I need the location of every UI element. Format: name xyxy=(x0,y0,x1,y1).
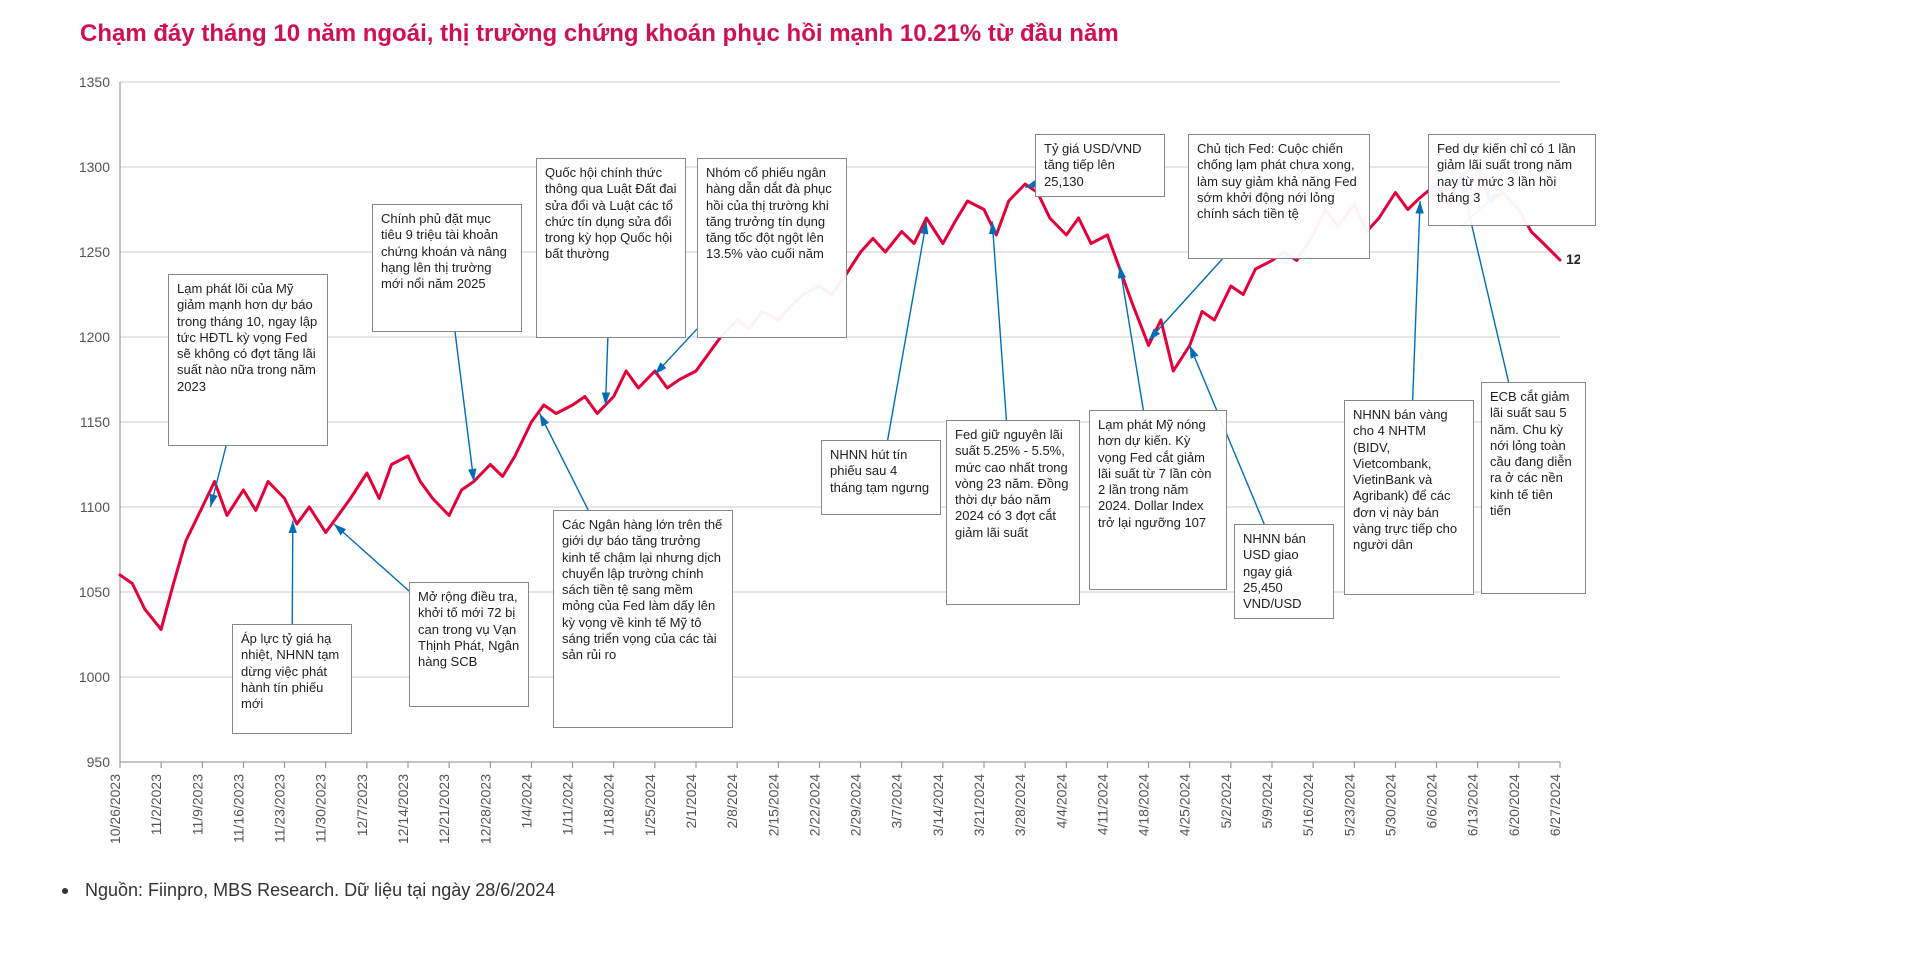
annotation-text: Quốc hội chính thức thông qua Luật Đất đ… xyxy=(545,165,677,261)
xtick-label: 11/2/2023 xyxy=(148,774,164,835)
annotation-box: Nhóm cổ phiếu ngân hàng dẫn dắt đà phục … xyxy=(697,158,847,338)
xtick-label: 11/23/2023 xyxy=(272,774,288,843)
xtick-label: 12/14/2023 xyxy=(395,774,411,844)
annotation-arrow xyxy=(605,338,607,405)
xtick-label: 1/18/2024 xyxy=(601,774,617,836)
xtick-label: 4/18/2024 xyxy=(1136,774,1152,836)
annotation-arrow xyxy=(334,524,409,591)
annotation-arrow xyxy=(211,446,227,507)
xtick-label: 2/1/2024 xyxy=(683,774,699,829)
annotation-text: Nhóm cổ phiếu ngân hàng dẫn dắt đà phục … xyxy=(706,165,832,261)
annotation-box: Các Ngân hàng lớn trên thế giới dự báo t… xyxy=(553,510,733,728)
xtick-label: 10/26/2023 xyxy=(107,774,123,844)
ytick-label: 1050 xyxy=(79,584,110,600)
chart-title: Chạm đáy tháng 10 năm ngoái, thị trường … xyxy=(80,20,1119,48)
xtick-label: 5/23/2024 xyxy=(1341,774,1357,836)
annotation-text: NHNN hút tín phiếu sau 4 tháng tạm ngưng xyxy=(830,447,929,495)
xtick-label: 5/9/2024 xyxy=(1259,774,1275,829)
xtick-label: 6/27/2024 xyxy=(1547,774,1563,836)
annotation-box: Chính phủ đặt mục tiêu 9 triệu tài khoản… xyxy=(372,204,522,332)
xtick-label: 2/29/2024 xyxy=(848,774,864,836)
annotation-arrow xyxy=(455,332,474,482)
annotation-text: Lạm phát Mỹ nóng hơn dự kiến. Kỳ vọng Fe… xyxy=(1098,417,1212,530)
annotation-box: NHNN bán USD giao ngay giá 25,450 VND/US… xyxy=(1234,524,1334,619)
annotation-box: Chủ tịch Fed: Cuộc chiến chống lạm phát … xyxy=(1188,134,1370,259)
ytick-label: 1350 xyxy=(79,74,110,90)
xtick-label: 5/16/2024 xyxy=(1300,774,1316,836)
annotation-text: Lạm phát lõi của Mỹ giảm mạnh hơn dự báo… xyxy=(177,281,317,394)
xtick-label: 6/20/2024 xyxy=(1506,774,1522,836)
annotation-box: Quốc hội chính thức thông qua Luật Đất đ… xyxy=(536,158,686,338)
ytick-label: 1250 xyxy=(79,244,110,260)
annotation-text: Các Ngân hàng lớn trên thế giới dự báo t… xyxy=(562,517,722,662)
annotation-arrow xyxy=(1413,201,1420,400)
annotation-text: Chính phủ đặt mục tiêu 9 triệu tài khoản… xyxy=(381,211,507,291)
ytick-label: 950 xyxy=(87,754,111,770)
xtick-label: 1/4/2024 xyxy=(518,774,534,829)
annotation-arrow xyxy=(1149,259,1223,340)
annotation-box: Fed dự kiến chỉ có 1 lần giảm lãi suất t… xyxy=(1428,134,1596,226)
annotation-text: Fed giữ nguyên lãi suất 5.25% - 5.5%, mứ… xyxy=(955,427,1068,540)
xtick-label: 2/22/2024 xyxy=(806,774,822,836)
annotation-arrow xyxy=(540,414,589,511)
bullet-icon xyxy=(62,888,68,894)
xtick-label: 6/6/2024 xyxy=(1424,774,1440,829)
annotation-arrow xyxy=(888,221,927,440)
xtick-label: 12/28/2023 xyxy=(477,774,493,844)
xtick-label: 6/13/2024 xyxy=(1465,774,1481,836)
annotation-arrow xyxy=(992,221,1006,420)
annotation-arrow xyxy=(292,521,293,624)
annotation-text: NHNN bán USD giao ngay giá 25,450 VND/US… xyxy=(1243,531,1306,611)
xtick-label: 4/11/2024 xyxy=(1094,774,1110,835)
ytick-label: 1000 xyxy=(79,669,110,685)
ytick-label: 1300 xyxy=(79,159,110,175)
annotation-box: Fed giữ nguyên lãi suất 5.25% - 5.5%, mứ… xyxy=(946,420,1080,605)
annotation-arrow xyxy=(1120,266,1144,410)
annotation-box: Áp lực tỷ giá hạ nhiệt, NHNN tạm dừng vi… xyxy=(232,624,352,734)
annotation-text: NHNN bán vàng cho 4 NHTM (BIDV, Vietcomb… xyxy=(1353,407,1457,552)
annotation-box: NHNN bán vàng cho 4 NHTM (BIDV, Vietcomb… xyxy=(1344,400,1474,595)
xtick-label: 3/7/2024 xyxy=(889,774,905,829)
xtick-label: 3/28/2024 xyxy=(1012,774,1028,836)
xtick-label: 11/30/2023 xyxy=(313,774,329,843)
xtick-label: 2/15/2024 xyxy=(765,774,781,836)
annotation-box: Mở rộng điều tra, khởi tố mới 72 bị can … xyxy=(409,582,529,707)
xtick-label: 11/9/2023 xyxy=(189,774,205,835)
annotation-box: Tỷ giá USD/VND tăng tiếp lên 25,130 xyxy=(1035,134,1165,197)
xtick-label: 3/14/2024 xyxy=(930,774,946,836)
end-value-label: 1245.32 xyxy=(1566,251,1580,267)
chart-footer: Nguồn: Fiinpro, MBS Research. Dữ liệu tạ… xyxy=(62,880,555,901)
annotation-text: ECB cắt giảm lãi suất sau 5 năm. Chu kỳ … xyxy=(1490,389,1572,518)
xtick-label: 3/21/2024 xyxy=(971,774,987,836)
xtick-label: 4/25/2024 xyxy=(1177,774,1193,836)
xtick-label: 12/7/2023 xyxy=(354,774,370,836)
xtick-label: 1/25/2024 xyxy=(642,774,658,836)
ytick-label: 1150 xyxy=(80,414,110,430)
xtick-label: 5/30/2024 xyxy=(1382,774,1398,836)
annotation-box: NHNN hút tín phiếu sau 4 tháng tạm ngưng xyxy=(821,440,941,515)
xtick-label: 12/21/2023 xyxy=(436,774,452,844)
annotation-text: Tỷ giá USD/VND tăng tiếp lên 25,130 xyxy=(1044,141,1142,189)
xtick-label: 4/4/2024 xyxy=(1053,774,1069,829)
annotation-text: Chủ tịch Fed: Cuộc chiến chống lạm phát … xyxy=(1197,141,1357,221)
xtick-label: 5/2/2024 xyxy=(1218,774,1234,829)
annotation-box: Lạm phát lõi của Mỹ giảm mạnh hơn dự báo… xyxy=(168,274,328,446)
footer-text: Nguồn: Fiinpro, MBS Research. Dữ liệu tạ… xyxy=(85,880,555,900)
xtick-label: 2/8/2024 xyxy=(724,774,740,829)
annotation-text: Mở rộng điều tra, khởi tố mới 72 bị can … xyxy=(418,589,519,669)
ytick-label: 1100 xyxy=(80,499,110,515)
annotation-text: Áp lực tỷ giá hạ nhiệt, NHNN tạm dừng vi… xyxy=(241,631,339,711)
annotation-box: ECB cắt giảm lãi suất sau 5 năm. Chu kỳ … xyxy=(1481,382,1586,594)
xtick-label: 11/16/2023 xyxy=(230,774,246,843)
ytick-label: 1200 xyxy=(79,329,110,345)
xtick-label: 1/11/2024 xyxy=(560,774,576,835)
annotation-text: Fed dự kiến chỉ có 1 lần giảm lãi suất t… xyxy=(1437,141,1576,205)
annotation-box: Lạm phát Mỹ nóng hơn dự kiến. Kỳ vọng Fe… xyxy=(1089,410,1227,590)
